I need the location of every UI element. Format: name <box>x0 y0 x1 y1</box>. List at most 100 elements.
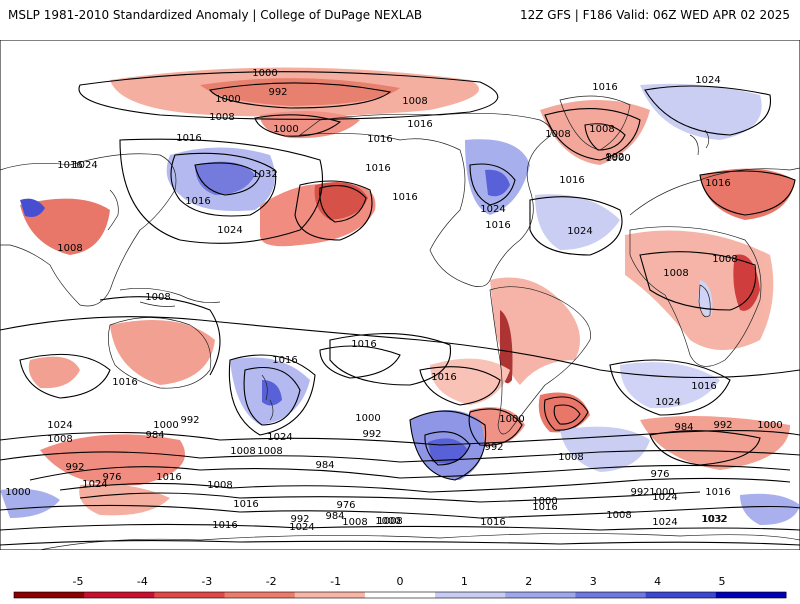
isobar-label: 984 <box>315 460 334 471</box>
isobar-label: 1000 <box>499 414 524 425</box>
isobar-label: 1024 <box>655 397 680 408</box>
anomaly-negative-bering <box>260 111 360 139</box>
header-bar: MSLP 1981-2010 Standardized Anomaly | Co… <box>0 0 800 32</box>
isobar-label: 1016 <box>156 472 181 483</box>
anomaly-negative-europe <box>700 168 795 220</box>
isobar-label: 1000 <box>532 496 557 507</box>
isobar-indian-984 <box>649 430 761 466</box>
anomaly-negative-pacific-core <box>314 181 368 220</box>
anomaly-positive-arctic-europe <box>640 83 762 140</box>
isobar-label: 1000 <box>5 487 30 498</box>
isobar-label: 1024 <box>289 522 314 533</box>
colorbar: -5 -4 -3 -2 -1 0 1 2 3 4 5 <box>0 570 800 600</box>
isobar-label: 984 <box>325 511 344 522</box>
isobar-pac-low-1008 <box>319 185 367 223</box>
isobar-label: 1016 <box>705 487 730 498</box>
isobar-label: 1016 <box>691 381 716 392</box>
anomaly-positive-antarctic-east <box>740 493 800 525</box>
isobar-label: 992 <box>605 152 624 163</box>
anomaly-positive-madagascar <box>698 280 713 316</box>
isobar-label: 1008 <box>47 434 72 445</box>
isobar-label: 1016 <box>480 517 505 528</box>
colorbar-tick-label: 4 <box>654 575 661 588</box>
isobar-pac-low-1016 <box>294 180 373 241</box>
colorbar-swatch <box>575 592 647 598</box>
isobar-label: 1032 <box>252 169 277 180</box>
isobar-label: 1024 <box>267 432 292 443</box>
isobar-aus-1016 <box>19 353 111 399</box>
isobar-so-984 <box>59 477 791 493</box>
colorbar-swatch <box>154 592 226 598</box>
isobar-so-992 <box>29 464 791 481</box>
colorbar-swatch <box>84 592 155 598</box>
isobar-so-976 <box>79 491 701 503</box>
isobar-satl-low-992 <box>553 404 581 425</box>
colorbar-swatch <box>715 592 787 598</box>
isobar-satl-1016 <box>419 366 501 406</box>
coast-south-america <box>489 286 591 435</box>
isobar-label: 992 <box>268 87 287 98</box>
isobar-label: 1008 <box>57 243 82 254</box>
anomaly-negative-east-africa <box>733 254 760 311</box>
isobar-label: 1008 <box>663 268 688 279</box>
isobar-label: 1024 <box>567 226 592 237</box>
colorbar-swatch <box>14 592 85 598</box>
isobar-npac-1024 <box>170 152 277 217</box>
isobar-natl-1024 <box>529 196 623 256</box>
isobar-label: 984 <box>145 430 164 441</box>
isobar-spac-1024 <box>243 366 301 426</box>
coast-north-america <box>298 112 552 287</box>
coast-eurasia <box>0 153 800 307</box>
isobar-so-1000 <box>0 450 800 463</box>
isobar-label: 1024 <box>47 420 72 431</box>
isobar-label: 976 <box>102 472 121 483</box>
isobar-label: 1000 <box>153 420 178 431</box>
colorbar-swatch <box>435 592 506 598</box>
colorbar-outline <box>13 591 787 599</box>
colorbar-tick-label: -4 <box>137 575 148 588</box>
isobar-sepac-1016 <box>329 333 452 386</box>
isobar-label: 1000 <box>757 420 782 431</box>
isobar-label: 1008 <box>558 452 583 463</box>
anomaly-positive-atlantic <box>535 194 620 250</box>
anomaly-positive-south-west <box>0 488 60 518</box>
coast-new-zealand <box>261 374 274 421</box>
isobar-aus-1008 <box>99 296 221 376</box>
isobar-africa-1008 <box>639 251 757 311</box>
colorbar-tick-labels: -5 -4 -3 -2 -1 0 1 2 3 4 5 <box>73 575 726 588</box>
colorbar-tick-label: -3 <box>201 575 212 588</box>
isobar-label: 1008 <box>402 96 427 107</box>
isobar-label: 1024 <box>695 75 720 86</box>
anomaly-positive-indian-ocean <box>620 362 720 409</box>
isobar-label: 1008 <box>230 446 255 457</box>
isobar-amund-1008 <box>409 410 487 481</box>
isobar-patag-992 <box>468 408 523 446</box>
isobar-label: 1000 <box>605 153 630 164</box>
isobar-label: 1016 <box>367 134 392 145</box>
isobar-label: 1016 <box>365 163 390 174</box>
isobar-label: 992 <box>713 420 732 431</box>
isobar-label: 1000 <box>649 487 674 498</box>
isobar-label: 1016 <box>392 192 417 203</box>
map-title: MSLP 1981-2010 Standardized Anomaly | Co… <box>8 8 423 22</box>
isobar-label: 1008 <box>257 446 282 457</box>
isobar-label: 984 <box>674 422 693 433</box>
isobar-trop-1016 <box>0 316 800 379</box>
isobar-label: 1016 <box>112 377 137 388</box>
isobar-na-1024 <box>469 163 516 206</box>
coast-australia <box>108 317 212 389</box>
anomaly-negative-australia <box>110 320 215 385</box>
isobar-label: 992 <box>630 487 649 498</box>
isobar-label: 1016 <box>212 520 237 531</box>
anomaly-negative-south-america <box>490 277 580 385</box>
anomaly-positive-tibet <box>20 198 45 217</box>
isobar-arctic-992 <box>209 82 392 109</box>
isobar-label: 992 <box>65 462 84 473</box>
isobar-greenland-992 <box>584 123 626 151</box>
isobar-label: 1024 <box>217 225 242 236</box>
isobar-arctic-1000 <box>78 71 499 120</box>
isobar-label: 992 <box>362 429 381 440</box>
isobar-label: 1024 <box>480 204 505 215</box>
